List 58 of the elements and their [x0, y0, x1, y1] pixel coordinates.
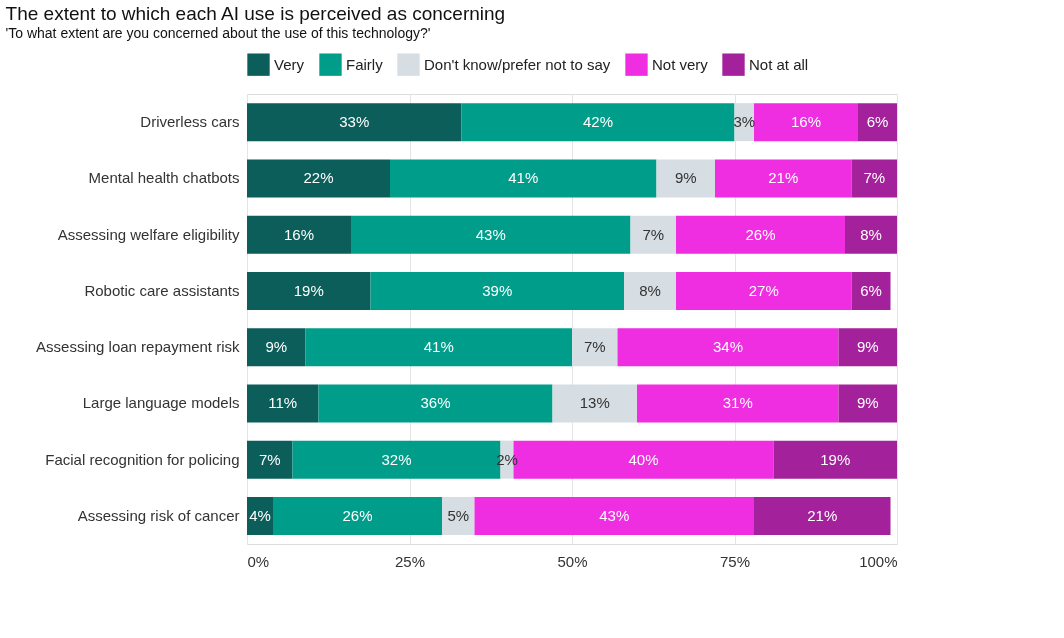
y-tick-label: Robotic care assistants [84, 281, 240, 299]
legend-label: Not very [652, 55, 709, 73]
text: 7% [863, 169, 886, 187]
text: 5% [447, 506, 470, 524]
y-tick-label: Assessing loan repayment risk [36, 338, 240, 356]
text: 43% [475, 225, 506, 243]
text: 9% [856, 338, 879, 356]
text: 27% [748, 281, 779, 299]
text: 26% [342, 506, 373, 524]
text: 26% [745, 225, 776, 243]
y-tick-label: Large language models [82, 394, 240, 412]
text: 21% [807, 506, 838, 524]
text: 7% [583, 338, 606, 356]
text: 6% [866, 113, 889, 131]
text: 11% [268, 394, 298, 412]
text: 32% [381, 450, 412, 468]
text: 36% [420, 394, 451, 412]
text: 42% [582, 113, 614, 131]
x-tick-label: 75% [719, 552, 751, 570]
legend-label: Don't know/prefer not to say [424, 55, 611, 73]
text: 34% [712, 338, 744, 356]
text: 19% [293, 281, 324, 299]
text: 7% [258, 450, 281, 468]
legend-label: Fairly [346, 55, 384, 73]
text: 9% [674, 169, 697, 187]
y-tick-label: Assessing risk of cancer [77, 506, 240, 524]
text: 7% [642, 225, 665, 243]
x-tick-label: 100% [859, 552, 898, 570]
text: 21% [768, 169, 799, 187]
text: 19% [820, 450, 851, 468]
text: 31% [722, 394, 753, 412]
legend-label: Very [274, 55, 305, 73]
text: 9% [856, 394, 879, 412]
text: 16% [790, 113, 822, 131]
y-tick-label: Mental health chatbots [88, 169, 240, 187]
chart-title: The extent to which each AI use is perceived as concerning [5, 3, 506, 24]
legend-label: Not at all [749, 55, 809, 73]
text: 33% [339, 113, 370, 131]
text: 41% [423, 338, 454, 356]
y-tick-label: Driverless cars [140, 113, 240, 131]
x-tick-label: 25% [394, 552, 426, 570]
text: 4% [249, 506, 271, 524]
chart-subtitle: 'To what extent are you concerned about the use of this technology?' [5, 25, 431, 41]
x-tick-label: 0% [247, 552, 270, 570]
x-tick-label: 50% [557, 552, 588, 570]
text: 8% [639, 281, 661, 299]
text: 8% [860, 225, 882, 243]
text: 39% [482, 281, 513, 299]
text: 6% [860, 281, 882, 299]
y-tick-label: Assessing welfare eligibility [57, 225, 240, 243]
text: 9% [265, 338, 288, 356]
y-tick-label: Facial recognition for policing [45, 450, 240, 468]
text: 22% [303, 169, 334, 187]
text: 41% [508, 169, 539, 187]
text: 43% [599, 506, 630, 524]
text: 40% [628, 450, 659, 468]
text: 16% [283, 225, 315, 243]
text: 13% [579, 394, 610, 412]
